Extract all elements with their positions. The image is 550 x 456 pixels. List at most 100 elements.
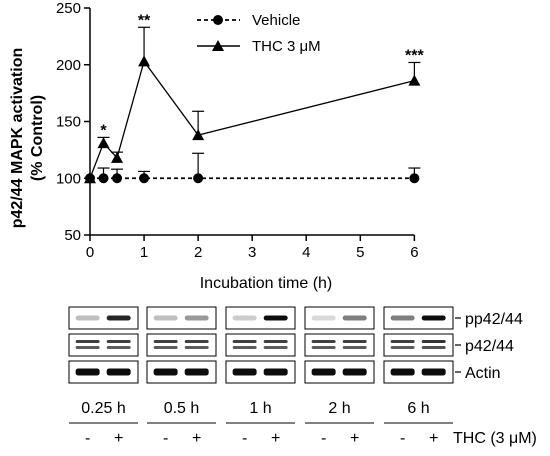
blot-band xyxy=(311,368,336,376)
y-tick-label: 100 xyxy=(56,170,81,187)
time-label: 0.25 h xyxy=(81,400,125,417)
y-axis: 50 100 150 200 250 xyxy=(56,0,91,244)
time-label: 1 h xyxy=(249,400,271,417)
blot-panel xyxy=(304,360,375,384)
minus-symbol: - xyxy=(85,430,90,447)
significance-label: * xyxy=(100,122,107,139)
time-label: 2 h xyxy=(328,400,350,417)
data-point-circle xyxy=(139,173,150,184)
x-tick-label: 6 xyxy=(410,244,418,261)
data-point-circle xyxy=(409,173,420,184)
blot-frame xyxy=(383,306,454,330)
treatment-label: THC (3 μM) xyxy=(453,430,537,447)
data-point-circle xyxy=(98,173,109,184)
blot-panel xyxy=(225,360,296,384)
series-layer xyxy=(84,26,421,184)
blot-panel xyxy=(304,306,375,330)
blot-frame xyxy=(146,360,217,384)
blot-band xyxy=(232,346,257,349)
time-label: 0.5 h xyxy=(164,400,200,417)
blot-band xyxy=(263,340,288,343)
triangle-marker-icon xyxy=(212,40,224,51)
x-axis-title: Incubation time (h) xyxy=(200,275,333,292)
blot-band xyxy=(184,315,209,321)
y-tick-label: 250 xyxy=(56,0,81,17)
blot-band xyxy=(311,346,336,349)
x-tick-label: 5 xyxy=(356,244,364,261)
row-label: pp42/44 xyxy=(465,311,523,328)
blot-band xyxy=(263,346,288,349)
data-point-circle xyxy=(112,173,123,184)
blot-frame xyxy=(68,306,139,330)
x-tick-label: 1 xyxy=(140,244,148,261)
blot-band xyxy=(153,340,178,343)
blot-band xyxy=(75,315,100,321)
blot-band xyxy=(390,346,415,349)
y-tick-label: 200 xyxy=(56,57,81,74)
blot-band xyxy=(390,315,415,321)
significance-label: ** xyxy=(138,12,151,29)
plus-symbol: + xyxy=(192,430,201,447)
x-tick-label: 4 xyxy=(302,244,310,261)
series-line xyxy=(89,59,415,179)
plus-symbol: + xyxy=(114,430,123,447)
blot-panel xyxy=(146,360,217,384)
blot-row-actin: Actin xyxy=(68,360,501,384)
blot-frame xyxy=(146,333,217,357)
blot-row-p4244: p42/44 xyxy=(68,333,514,357)
blot-band xyxy=(153,346,178,349)
legend-item-thc: THC 3 μM xyxy=(197,38,321,55)
data-point-triangle xyxy=(138,55,151,67)
blot-band xyxy=(75,340,100,343)
data-point-triangle xyxy=(111,151,124,163)
legend-item-vehicle: Vehicle xyxy=(197,12,300,29)
y-tick-label: 50 xyxy=(64,227,81,244)
row-label: p42/44 xyxy=(465,338,514,355)
minus-symbol: - xyxy=(400,430,405,447)
plus-symbol: + xyxy=(271,430,280,447)
time-label: 6 h xyxy=(407,400,429,417)
blot-band xyxy=(421,368,446,376)
blot-band xyxy=(75,346,100,349)
blot-band xyxy=(342,315,367,321)
blot-panel xyxy=(68,360,139,384)
blot-panel xyxy=(68,306,139,330)
x-tick-label: 3 xyxy=(248,244,256,261)
series-thc xyxy=(84,26,421,184)
blot-panel xyxy=(225,333,296,357)
x-tick-label: 2 xyxy=(194,244,202,261)
blot-band xyxy=(232,368,257,376)
blot-band xyxy=(421,346,446,349)
blot-band xyxy=(263,368,288,376)
blot-band xyxy=(184,368,209,376)
blot-band xyxy=(311,340,336,343)
x-tick-label: 0 xyxy=(86,244,94,261)
blot-panel xyxy=(146,333,217,357)
blot-panel xyxy=(304,333,375,357)
annotation-layer: ****** xyxy=(100,12,424,139)
blot-band xyxy=(311,315,336,321)
blot-frame xyxy=(68,333,139,357)
y-axis-title-line2: (% Control) xyxy=(29,95,46,181)
blot-panel xyxy=(383,360,454,384)
blot-band xyxy=(153,368,178,376)
legend-label-thc: THC 3 μM xyxy=(252,38,321,55)
blot-band xyxy=(232,315,257,321)
data-point-triangle xyxy=(84,172,96,184)
plus-symbol: + xyxy=(350,430,359,447)
blot-band xyxy=(390,368,415,376)
blot-frame xyxy=(383,360,454,384)
data-point-triangle xyxy=(408,74,421,86)
plus-symbol: + xyxy=(429,430,438,447)
blot-band xyxy=(106,368,131,376)
data-point-triangle xyxy=(192,129,205,141)
blot-band xyxy=(75,368,100,376)
minus-symbol: - xyxy=(163,430,168,447)
blot-frame xyxy=(68,360,139,384)
blot-frame xyxy=(225,360,296,384)
data-point-triangle xyxy=(97,137,110,149)
y-axis-title-line1: p42/44 MAPK activation xyxy=(9,48,26,229)
blot-panel xyxy=(68,333,139,357)
legend-label-vehicle: Vehicle xyxy=(252,12,300,29)
